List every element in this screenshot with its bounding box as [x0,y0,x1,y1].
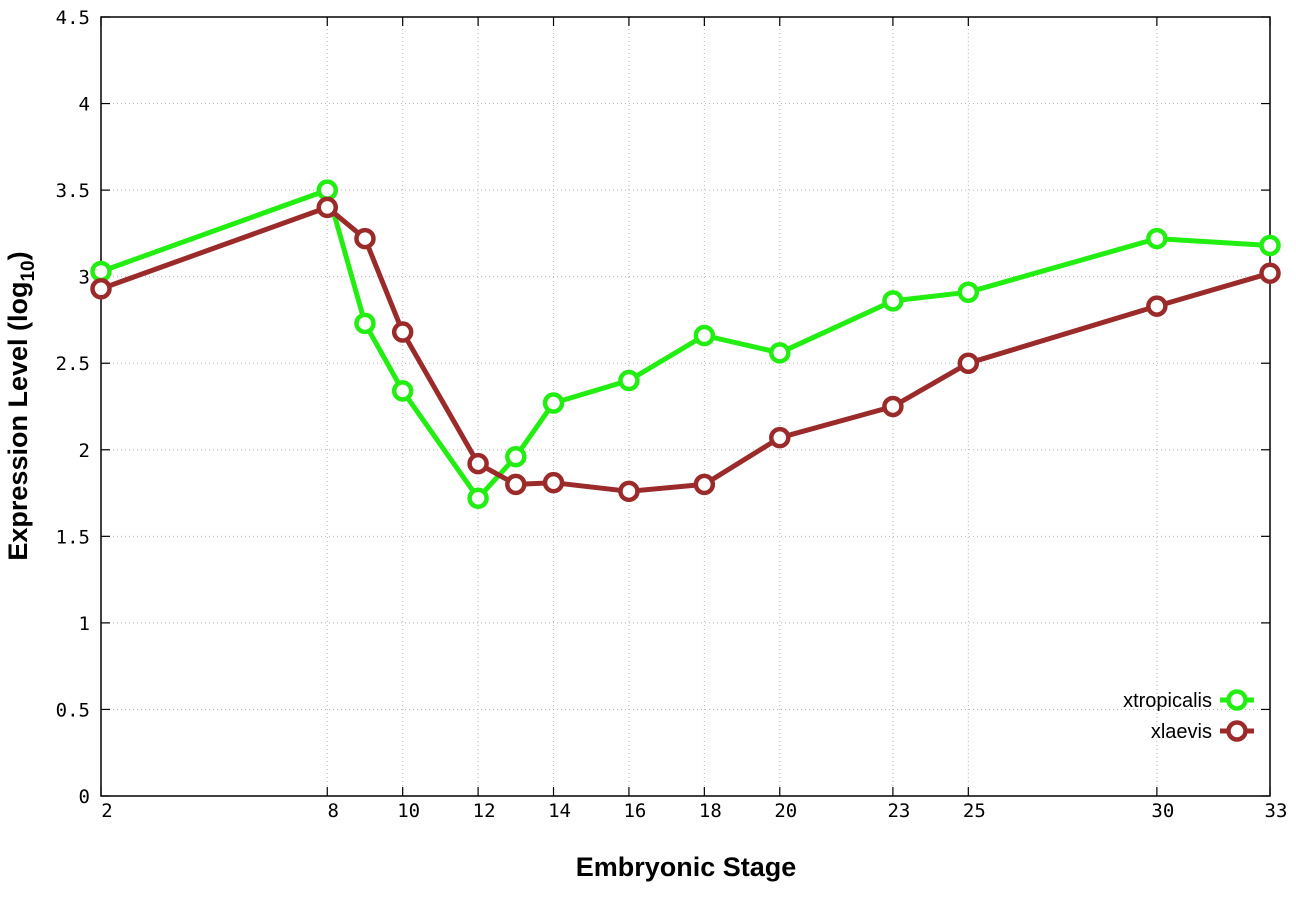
data-point-xtropicalis [1146,227,1168,250]
series-line-xlaevis [100,204,1271,494]
data-point-xlaevis [1146,295,1168,317]
y-tick-label: 1.5 [56,526,90,548]
x-tick-label: 14 [548,800,571,822]
data-point-xtropicalis [957,281,980,303]
y-tick-label: 2.5 [56,353,90,375]
plot-frame [100,16,1271,797]
y-axis-title-close: ) [3,251,33,260]
x-tick-label: 25 [963,800,986,822]
x-tick-label: 20 [774,800,797,822]
legend: xtropicalis xlaevis [1123,689,1254,743]
data-point-xtropicalis [391,380,414,402]
y-tick-label: 1 [79,613,90,635]
x-tick-label: 30 [1151,800,1174,822]
x-tick-label: 33 [1265,800,1288,822]
y-axis-title-subscript: 10 [18,260,39,281]
y-tick-label: 4.5 [56,7,90,29]
data-point-xlaevis [1259,262,1281,284]
legend-item-xtropicalis: xtropicalis [1123,689,1254,712]
series-xlaevis [90,196,1281,503]
data-point-xlaevis [90,278,112,300]
x-tick-label: 16 [623,800,646,822]
data-point-xlaevis [316,196,339,219]
y-axis-title: Expression Level (log10) [3,251,39,560]
y-tick-label: 0 [79,786,90,808]
legend-label: xlaevis [1151,721,1212,743]
y-tick-label: 4 [79,94,90,116]
data-point-xlaevis [354,227,376,250]
data-point-xtropicalis [882,290,904,312]
data-point-xlaevis [391,321,414,343]
data-point-xlaevis [618,480,640,503]
y-tick-label: 2 [79,440,90,462]
data-point-xlaevis [542,471,565,494]
y-tick-label: 3.5 [56,180,90,202]
x-tick-label: 12 [473,800,496,822]
data-point-xtropicalis [693,324,716,347]
data-point-xtropicalis [505,445,527,468]
y-axis-title-main: Expression Level (log [3,282,33,561]
data-point-xtropicalis [542,392,565,414]
x-tick-label: 23 [887,800,910,822]
x-tick-label: 8 [328,800,339,822]
data-point-xlaevis [957,352,980,374]
data-point-xtropicalis [354,312,376,335]
data-point-xtropicalis [618,369,640,392]
data-point-xtropicalis [769,342,791,364]
data-point-xlaevis [467,452,489,475]
data-point-xtropicalis [316,179,339,201]
y-tick-label: 0.5 [56,699,90,721]
data-point-xtropicalis [467,487,489,509]
x-tick-label: 10 [397,800,420,822]
legend-item-xlaevis: xlaevis [1151,720,1254,743]
legend-marker-swatch [1226,720,1248,742]
y-tick-label: 3 [79,267,90,289]
legend-label: xtropicalis [1123,690,1212,712]
data-point-xlaevis [882,395,904,418]
axis-ticks: 0 0.5 1 1.5 2 2.5 3 3.5 4 4.5 2 8 10 12 14 16 18 20 23 25 30… [56,7,1288,822]
series-line-xtropicalis [100,187,1271,501]
series-lines [90,179,1281,509]
x-axis-title: Embryonic Stage [576,852,797,882]
data-point-xlaevis [769,426,791,449]
data-point-xlaevis [505,473,527,496]
x-tick-label: 18 [699,800,722,822]
data-point-xtropicalis [1259,234,1281,257]
data-point-xlaevis [693,473,716,496]
legend-marker-swatch [1226,689,1248,711]
gridlines [101,17,1270,796]
x-tick-label: 2 [101,800,112,822]
data-point-xtropicalis [90,260,112,283]
